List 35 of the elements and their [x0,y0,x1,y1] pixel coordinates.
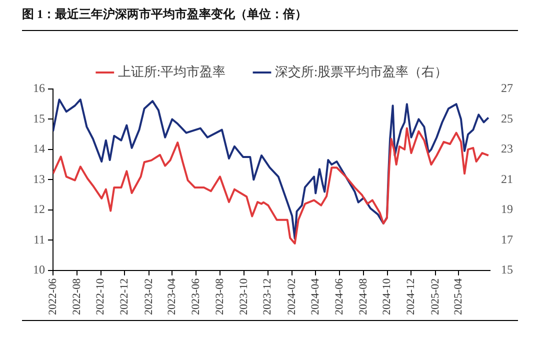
y-tick-label: 12 [33,202,45,216]
x-tick-label: 2024-12 [405,278,418,316]
x-tick-label: 2024-06 [333,278,346,316]
legend-label: 上证所:平均市盈率 [118,64,226,79]
y2-tick-label: 15 [501,262,513,276]
x-tick-label: 2025-02 [429,278,442,316]
y2-tick-label: 27 [501,81,513,96]
y-tick-label: 14 [33,142,45,156]
x-tick-label: 2022-08 [70,278,83,316]
x-tick-label: 2022-06 [46,278,59,316]
x-tick-label: 2025-04 [452,278,465,316]
x-tick-label: 2024-04 [309,278,322,316]
y-tick-label: 13 [33,172,45,186]
x-tick-label: 2023-06 [190,278,202,316]
x-tick-label: 2023-02 [142,278,155,316]
y-tick-label: 11 [33,232,45,246]
x-tick-label: 2022-12 [118,278,131,316]
y-tick-label: 10 [33,262,45,276]
legend-label: 深交所:股票平均市盈率（右） [275,64,448,79]
x-tick-label: 2024-02 [286,278,298,316]
y-tick-label: 15 [33,111,45,126]
y2-tick-label: 17 [501,232,513,246]
y2-tick-label: 21 [501,172,513,186]
y2-tick-label: 23 [501,142,513,156]
x-tick-label: 2023-04 [166,278,178,316]
x-tick-label: 2023-10 [238,278,250,316]
x-tick-label: 2024-08 [357,278,370,316]
y-tick-label: 16 [33,81,45,96]
x-tick-label: 2023-12 [262,278,274,316]
chart-title: 图 1：最近三年沪深两市平均市盈率变化（单位：倍） [22,6,518,31]
x-tick-label: 2023-08 [214,278,226,316]
y2-tick-label: 25 [501,111,513,126]
y2-tick-label: 19 [501,202,513,216]
x-tick-label: 2024-10 [381,278,394,316]
x-tick-label: 2022-10 [94,278,107,316]
